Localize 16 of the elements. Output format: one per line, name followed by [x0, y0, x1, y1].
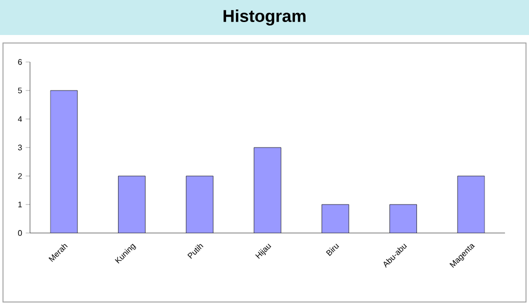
bar — [457, 176, 485, 233]
y-tick-label: 3 — [18, 144, 22, 150]
bar — [390, 204, 417, 233]
y-tick-label: 4 — [18, 116, 22, 122]
y-tick-label: 5 — [18, 88, 22, 94]
y-tick-label: 0 — [18, 230, 22, 236]
x-tick-label: Biru — [326, 244, 340, 256]
bar — [50, 90, 78, 233]
y-tick-label: 6 — [18, 59, 22, 65]
y-tick-label: 2 — [18, 173, 22, 179]
chart-title: Histogram — [224, 10, 306, 26]
bar — [322, 204, 349, 233]
bar — [186, 176, 214, 233]
y-tick-label: 1 — [18, 202, 22, 208]
bar — [254, 148, 281, 233]
bar — [118, 176, 146, 233]
